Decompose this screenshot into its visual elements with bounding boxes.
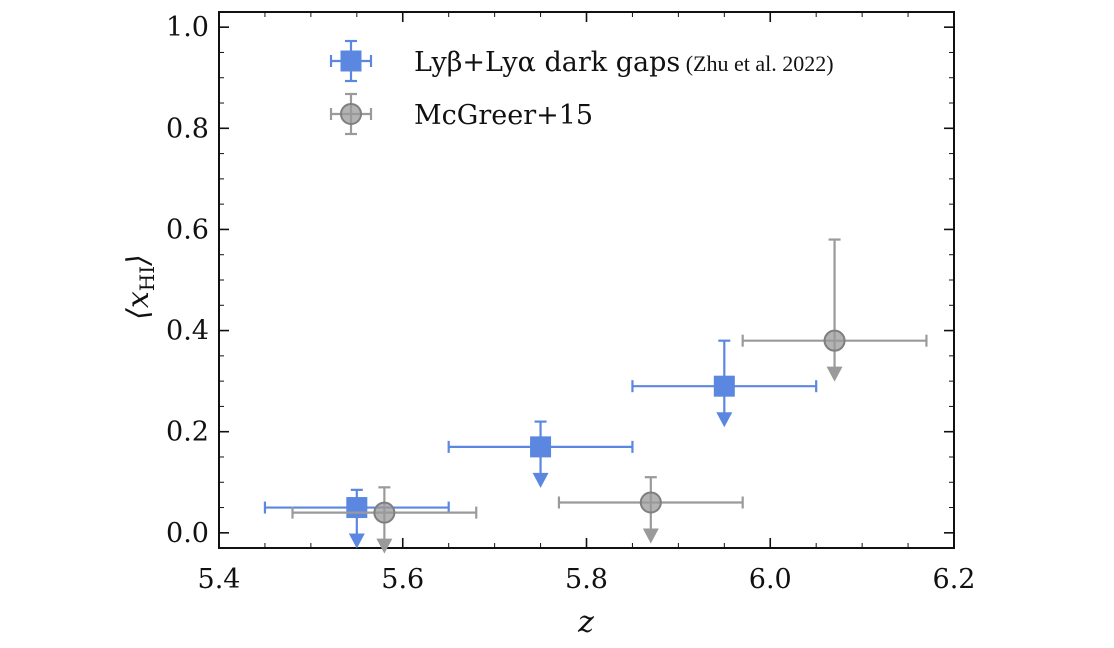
- data-point: [741, 238, 928, 382]
- upper-limit-arrow: [716, 412, 733, 428]
- plot-area: [218, 11, 955, 554]
- legend: Lyβ+Lyα dark gaps (Zhu et al. 2022) McGre…: [329, 39, 834, 136]
- x-tick-label: 5.6: [381, 564, 424, 595]
- upper-limit-arrow: [826, 366, 843, 382]
- data-point: [263, 488, 450, 549]
- y-tick-label: 0.4: [166, 316, 209, 347]
- series-1: [263, 339, 818, 549]
- x-tick-label: 5.8: [565, 564, 608, 595]
- legend-entry-1: Lyβ+Lyα dark gaps (Zhu et al. 2022): [329, 39, 834, 83]
- data-point: [631, 339, 818, 428]
- circle-marker: [639, 491, 662, 514]
- svg-text:⟨xHI⟩: ⟨xHI⟩: [121, 254, 159, 320]
- upper-limit-arrow: [348, 533, 365, 549]
- x-tick-labels: 5.4 5.6 5.8 6.0 6.2: [198, 564, 976, 595]
- legend-marker: [340, 50, 362, 72]
- data-point: [557, 476, 744, 544]
- legend-citation: (Zhu et al. 2022): [680, 51, 833, 76]
- data-point: [447, 420, 634, 488]
- series-2: [291, 238, 928, 554]
- legend-marker: [340, 103, 362, 125]
- square-marker: [713, 375, 735, 397]
- y-axis-label-main: ⟨x: [121, 291, 156, 320]
- legend-entry-2: McGreer+15: [329, 92, 593, 136]
- x-tick-label: 6.2: [933, 564, 976, 595]
- legend-label: Lyβ+Lyα dark gaps (Zhu et al. 2022): [414, 47, 834, 78]
- circle-marker: [823, 329, 846, 352]
- y-tick-label: 0.8: [166, 113, 209, 144]
- data-point: [291, 486, 478, 554]
- square-marker: [530, 436, 552, 458]
- x-tick-label: 5.4: [198, 564, 241, 595]
- upper-limit-arrow: [376, 538, 393, 554]
- y-axis-label-close: ⟩: [121, 254, 156, 267]
- square-marker: [346, 497, 368, 519]
- axes-frame: [218, 11, 955, 549]
- y-axis-label: ⟨xHI⟩: [121, 254, 159, 320]
- y-tick-label: 1.0: [166, 12, 209, 43]
- y-tick-label: 0.6: [166, 214, 209, 245]
- upper-limit-arrow: [532, 472, 549, 488]
- x-axis-label: z: [577, 605, 594, 640]
- upper-limit-arrow: [642, 528, 659, 544]
- y-tick-labels: 0.0 0.2 0.4 0.6 0.8 1.0: [166, 12, 209, 549]
- circle-marker: [373, 501, 396, 524]
- y-axis-label-subscript: HI: [135, 266, 159, 291]
- legend-label: McGreer+15: [414, 100, 593, 131]
- x-tick-label: 6.0: [749, 564, 792, 595]
- y-tick-label: 0.0: [166, 518, 209, 549]
- y-tick-label: 0.2: [166, 417, 209, 448]
